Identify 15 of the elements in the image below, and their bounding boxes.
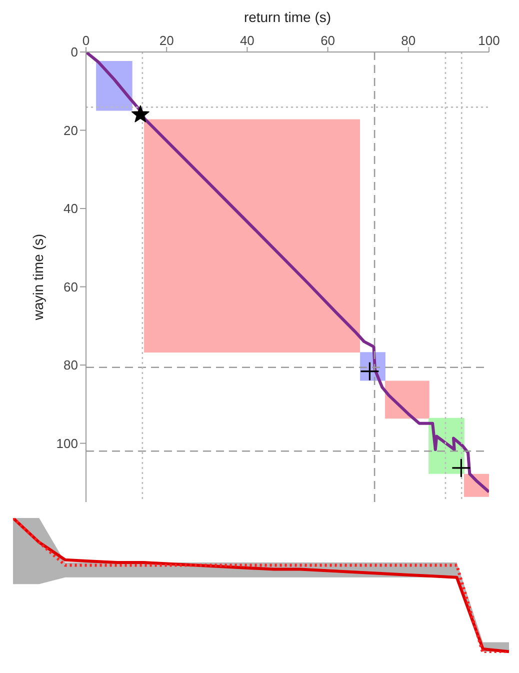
- x-tick-label: 100: [478, 33, 500, 48]
- x-tick-label: 80: [401, 33, 416, 48]
- x-axis-title: return time (s): [244, 9, 332, 25]
- y-tick-label: 80: [64, 358, 78, 373]
- y-tick-label: 20: [64, 122, 78, 138]
- x-tick-label: 60: [320, 33, 336, 48]
- y-tick-label: 0: [70, 44, 78, 60]
- point: [131, 105, 150, 122]
- x-tick-label: 40: [240, 33, 254, 48]
- y-tick-label: 60: [64, 279, 78, 294]
- x-tick-label: 20: [159, 33, 174, 48]
- y-axis-title: wayin time (s): [30, 234, 46, 322]
- y-tick-label: 40: [64, 201, 78, 216]
- x-tick-label: 0: [82, 33, 90, 48]
- y-tick-label: 100: [56, 436, 78, 451]
